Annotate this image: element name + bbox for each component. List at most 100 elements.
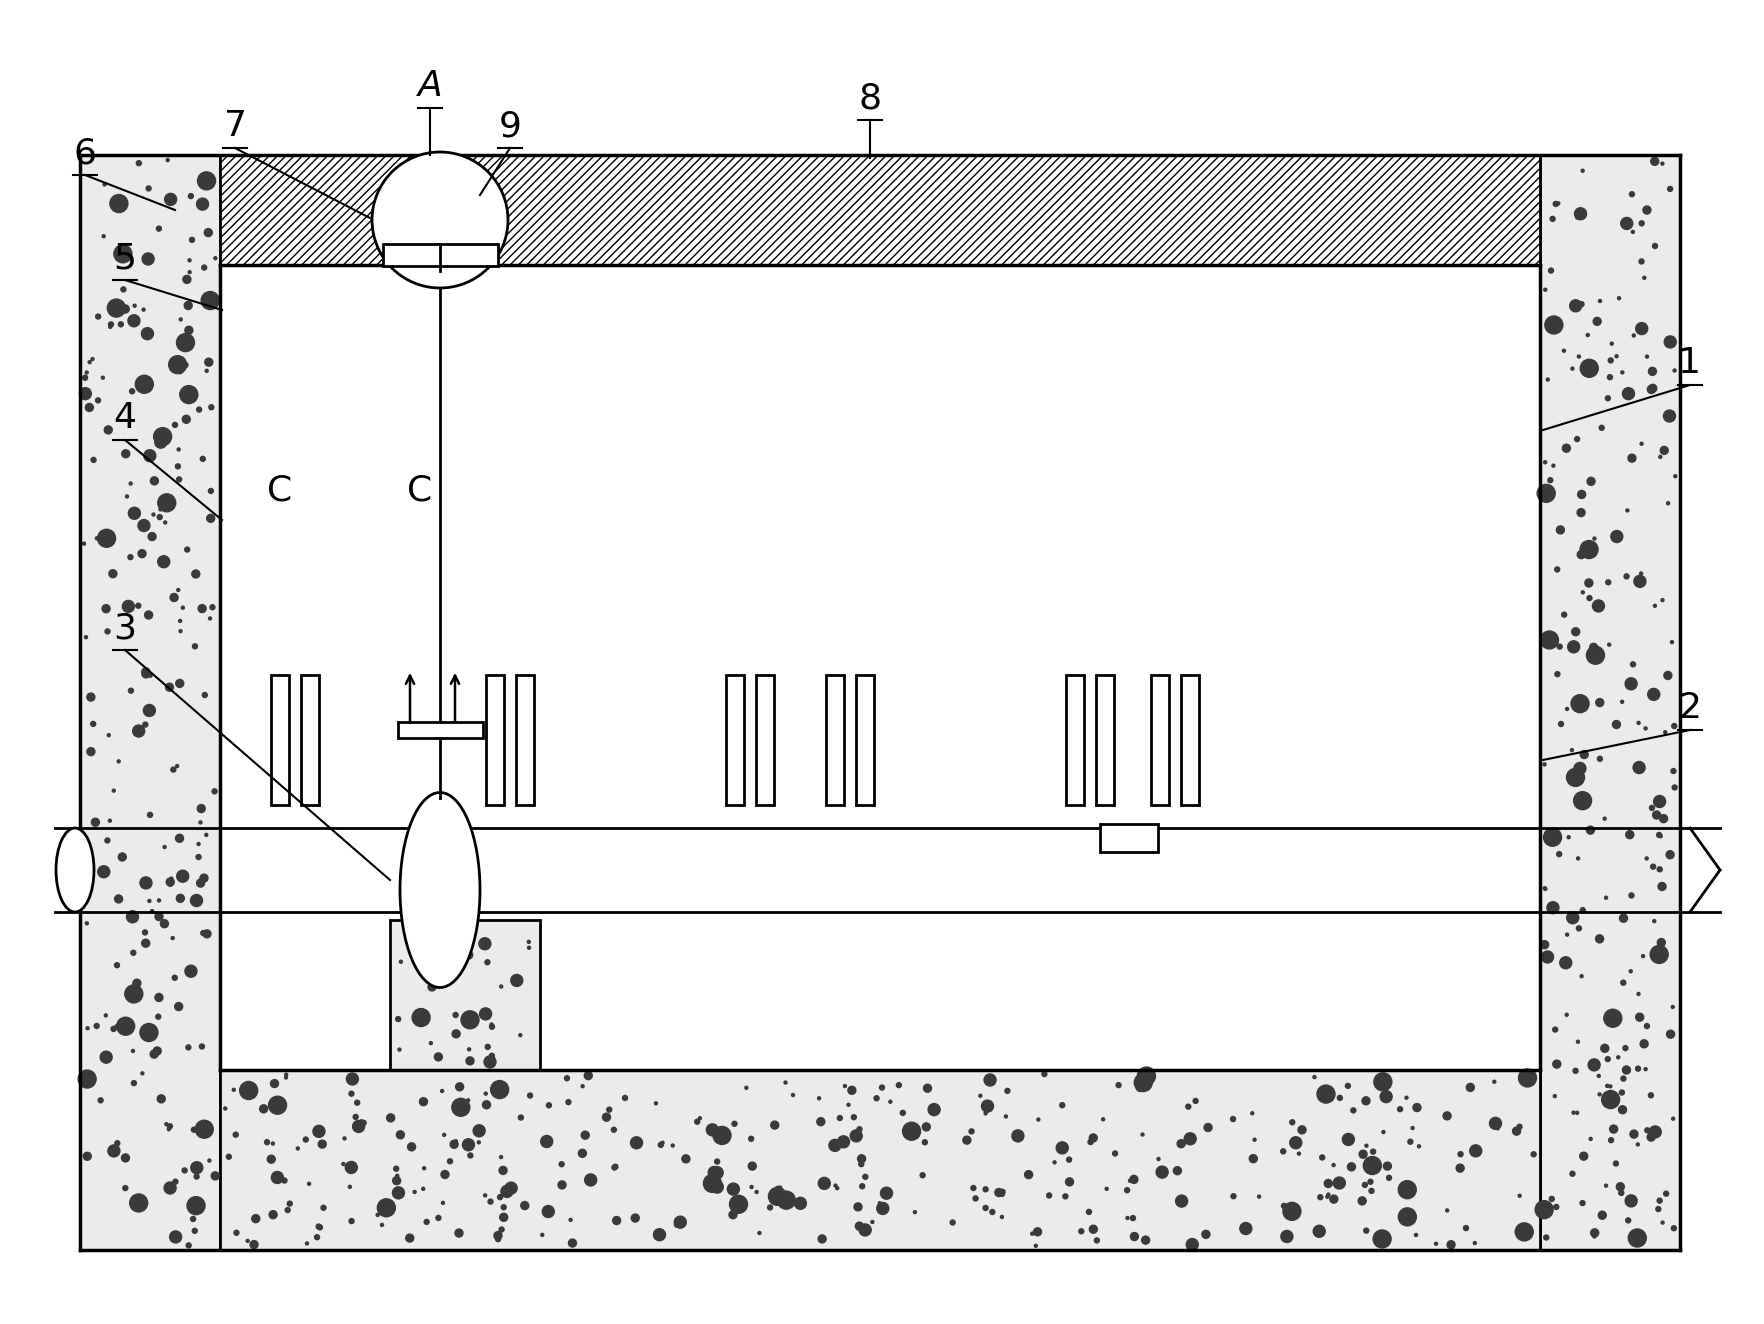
Circle shape bbox=[1387, 1176, 1392, 1180]
Circle shape bbox=[252, 1214, 259, 1222]
Circle shape bbox=[480, 1008, 492, 1019]
Circle shape bbox=[1434, 1242, 1438, 1246]
Circle shape bbox=[875, 1096, 878, 1100]
Circle shape bbox=[148, 532, 155, 540]
Circle shape bbox=[115, 1025, 120, 1030]
Circle shape bbox=[1626, 508, 1628, 512]
Circle shape bbox=[159, 508, 162, 511]
Circle shape bbox=[729, 1210, 737, 1219]
Circle shape bbox=[1566, 768, 1584, 786]
Circle shape bbox=[467, 1153, 473, 1158]
Circle shape bbox=[1621, 1076, 1626, 1082]
Circle shape bbox=[169, 593, 178, 601]
Circle shape bbox=[1577, 355, 1581, 357]
Circle shape bbox=[1662, 162, 1663, 166]
Circle shape bbox=[1572, 1111, 1575, 1115]
Circle shape bbox=[353, 1120, 365, 1132]
Circle shape bbox=[1642, 277, 1646, 279]
Circle shape bbox=[208, 1158, 212, 1162]
Circle shape bbox=[233, 1132, 238, 1137]
Circle shape bbox=[192, 643, 198, 649]
Circle shape bbox=[171, 767, 176, 772]
Circle shape bbox=[139, 1023, 159, 1042]
Circle shape bbox=[169, 883, 171, 886]
Circle shape bbox=[1551, 216, 1556, 221]
Circle shape bbox=[1671, 768, 1676, 773]
Circle shape bbox=[695, 1119, 700, 1124]
Circle shape bbox=[1630, 1131, 1639, 1139]
Circle shape bbox=[767, 1205, 773, 1210]
Circle shape bbox=[570, 1218, 572, 1221]
Circle shape bbox=[469, 947, 473, 949]
Circle shape bbox=[136, 160, 141, 166]
Circle shape bbox=[153, 428, 171, 446]
Circle shape bbox=[903, 1123, 921, 1140]
Circle shape bbox=[92, 457, 95, 462]
Circle shape bbox=[1651, 158, 1658, 166]
Circle shape bbox=[1577, 857, 1579, 859]
Circle shape bbox=[1459, 1152, 1462, 1157]
Circle shape bbox=[834, 1184, 836, 1188]
Circle shape bbox=[296, 1147, 300, 1151]
Circle shape bbox=[485, 1045, 490, 1050]
Circle shape bbox=[1542, 951, 1554, 963]
Circle shape bbox=[118, 853, 127, 861]
Circle shape bbox=[392, 1186, 404, 1198]
Circle shape bbox=[148, 813, 152, 817]
Circle shape bbox=[349, 1091, 355, 1096]
Circle shape bbox=[877, 1202, 889, 1214]
Circle shape bbox=[1192, 1099, 1198, 1103]
Circle shape bbox=[173, 422, 178, 428]
Circle shape bbox=[1312, 1075, 1316, 1079]
Bar bbox=[727, 675, 744, 805]
Circle shape bbox=[859, 1223, 871, 1235]
Circle shape bbox=[1184, 1133, 1196, 1145]
Circle shape bbox=[1632, 230, 1635, 233]
Circle shape bbox=[1173, 1166, 1182, 1174]
Circle shape bbox=[818, 1235, 826, 1243]
Circle shape bbox=[783, 1082, 787, 1084]
Circle shape bbox=[1443, 1112, 1452, 1120]
Circle shape bbox=[1157, 1157, 1161, 1161]
Circle shape bbox=[113, 789, 115, 792]
Circle shape bbox=[342, 1137, 346, 1140]
Circle shape bbox=[923, 1123, 930, 1131]
Circle shape bbox=[1633, 761, 1646, 773]
Circle shape bbox=[859, 1184, 864, 1189]
Circle shape bbox=[104, 426, 113, 434]
Circle shape bbox=[1251, 1112, 1254, 1115]
Circle shape bbox=[282, 1178, 288, 1184]
Bar bbox=[856, 675, 873, 805]
Circle shape bbox=[1581, 908, 1586, 912]
Circle shape bbox=[198, 605, 206, 613]
Text: 2: 2 bbox=[1679, 691, 1702, 726]
Circle shape bbox=[612, 1217, 621, 1225]
Circle shape bbox=[132, 305, 136, 307]
Circle shape bbox=[857, 1127, 863, 1132]
Circle shape bbox=[83, 1152, 92, 1160]
Circle shape bbox=[490, 1023, 494, 1026]
Circle shape bbox=[1648, 385, 1655, 393]
Circle shape bbox=[92, 818, 99, 826]
Circle shape bbox=[1289, 1137, 1302, 1149]
Circle shape bbox=[452, 1099, 469, 1116]
Circle shape bbox=[1155, 1166, 1168, 1178]
Circle shape bbox=[1586, 646, 1605, 665]
Circle shape bbox=[1446, 1209, 1448, 1211]
Circle shape bbox=[1653, 604, 1656, 608]
Circle shape bbox=[478, 937, 490, 949]
Circle shape bbox=[127, 911, 139, 923]
Circle shape bbox=[1672, 723, 1678, 728]
Circle shape bbox=[1603, 817, 1607, 820]
Circle shape bbox=[1605, 1184, 1607, 1188]
Circle shape bbox=[131, 1080, 136, 1086]
Circle shape bbox=[1628, 892, 1633, 898]
Circle shape bbox=[210, 605, 215, 610]
Circle shape bbox=[981, 1100, 993, 1112]
Circle shape bbox=[85, 371, 88, 373]
Circle shape bbox=[1064, 1194, 1067, 1198]
Circle shape bbox=[189, 258, 191, 262]
Circle shape bbox=[129, 688, 134, 694]
Text: C: C bbox=[407, 473, 432, 507]
Circle shape bbox=[490, 1025, 494, 1029]
